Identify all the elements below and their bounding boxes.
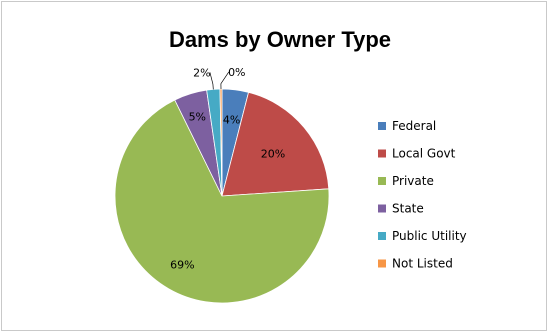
legend-swatch-local-govt: [378, 149, 386, 158]
leader-line-public-utility: [209, 72, 214, 90]
data-label-private: 69%: [170, 259, 194, 272]
slice-not-listed: [219, 88, 223, 197]
data-label-federal: 4%: [223, 114, 240, 127]
legend-swatch-state: [378, 204, 386, 213]
slice-local-govt: [221, 91, 330, 197]
slice-private: [114, 99, 330, 304]
legend-label-private: Private: [392, 174, 434, 188]
data-label-not-listed: 0%: [228, 66, 245, 79]
legend-label-federal: Federal: [392, 119, 436, 133]
chart-title: Dams by Owner Type: [169, 27, 391, 52]
data-label-local-govt: 20%: [261, 148, 285, 161]
legend-label-local-govt: Local Govt: [392, 147, 456, 161]
legend-label-state: State: [392, 202, 424, 216]
data-label-public-utility: 2%: [193, 66, 210, 79]
data-labels: 4% 20% 69% 5% 2% 0%: [170, 66, 285, 272]
leader-line-not-listed: [220, 71, 230, 90]
legend-label-public-utility: Public Utility: [392, 229, 467, 243]
legend-label-not-listed: Not Listed: [392, 257, 453, 271]
legend-swatch-private: [378, 177, 386, 185]
legend-swatch-federal: [378, 122, 386, 130]
data-label-state: 5%: [189, 110, 206, 123]
legend-swatch-public-utility: [378, 232, 386, 240]
legend-swatch-not-listed: [378, 259, 386, 268]
legend: Federal Local Govt Private State Public Util…: [378, 119, 467, 271]
